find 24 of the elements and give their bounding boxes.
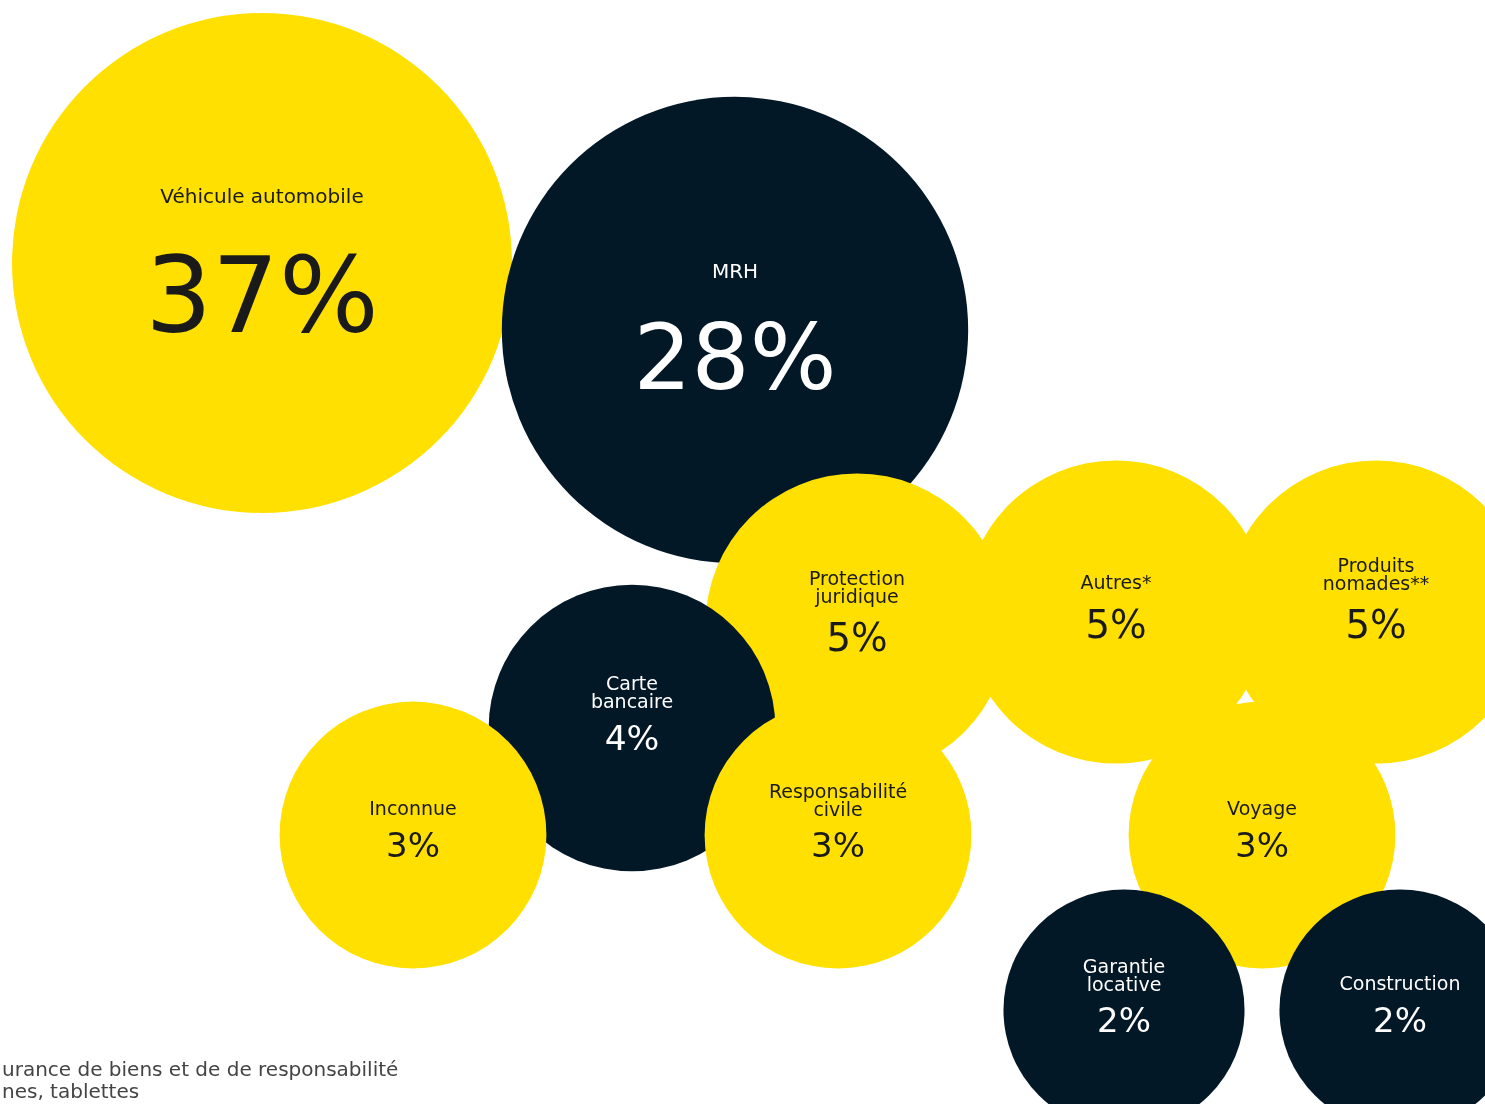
data-label: 3% [811, 824, 865, 865]
category-label: Construction [1339, 971, 1461, 994]
data-label: 2% [1097, 999, 1151, 1040]
data-label: 28% [633, 303, 837, 411]
text: nes, tablettes [2, 1079, 140, 1103]
category-label: Véhicule automobile [160, 184, 364, 209]
data-label: 5% [826, 614, 888, 660]
data-label: 5% [1345, 601, 1407, 647]
category-label: Inconnue [369, 796, 457, 819]
category-label: Voyage [1227, 796, 1297, 819]
category-label: Protection juridique [808, 567, 906, 608]
data-label: 37% [145, 234, 379, 357]
data-label: 2% [1373, 999, 1427, 1040]
category-label: MRH [711, 258, 759, 283]
data-label: 3% [386, 824, 440, 865]
data-label: 5% [1085, 601, 1147, 647]
category-label: Carte bancaire [590, 672, 674, 713]
text: urance de biens et de de responsabilité [2, 1057, 399, 1081]
data-label: 3% [1235, 824, 1289, 865]
category-label: Garantie locative [1082, 954, 1166, 995]
category-label: Produits nomades** [1322, 554, 1430, 595]
data-label: 4% [604, 718, 660, 759]
category-label: Responsabilité civile [768, 779, 908, 820]
category-label: Autres* [1080, 571, 1152, 594]
